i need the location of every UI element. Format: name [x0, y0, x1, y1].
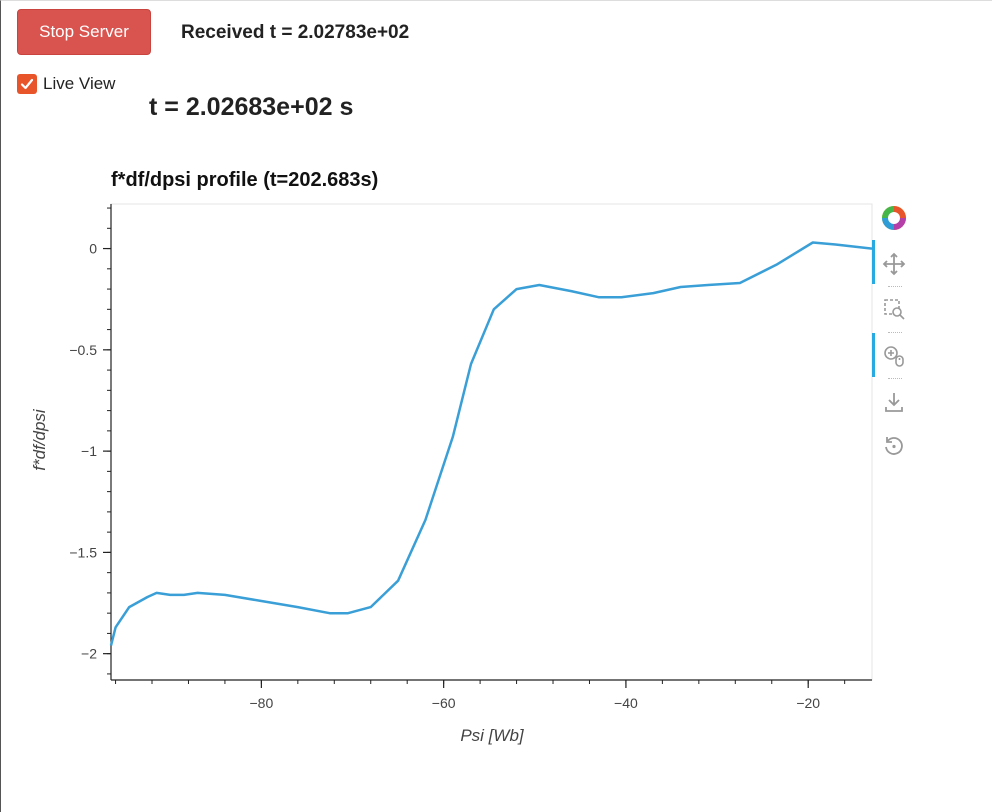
y-tick-label: −0.5 — [69, 342, 97, 358]
current-time-display: t = 2.02683e+02 s — [149, 93, 354, 121]
series-line — [109, 241, 873, 646]
save-tool-icon[interactable] — [876, 384, 912, 420]
live-view-toggle[interactable]: Live View — [17, 74, 115, 94]
toolbar-separator — [888, 332, 902, 333]
y-tick-label: −1 — [81, 443, 97, 459]
plot-toolbar — [872, 198, 916, 468]
received-time-text: Received t = 2.02783e+02 — [181, 22, 410, 43]
y-tick-label: −2 — [81, 646, 97, 662]
y-axis-label: f*df/dpsi — [30, 408, 49, 471]
plot-title: f*df/dpsi profile (t=202.683s) — [111, 169, 379, 191]
toolbar-separator — [888, 286, 902, 287]
x-tick-label: −20 — [796, 695, 820, 711]
live-view-checkbox[interactable] — [17, 74, 37, 94]
box-zoom-tool-icon[interactable] — [876, 291, 912, 327]
stop-server-button[interactable]: Stop Server — [17, 9, 151, 55]
wheel-zoom-active-indicator — [872, 333, 875, 377]
pan-tool-icon[interactable] — [876, 246, 912, 282]
x-axis-label: Psi [Wb] — [460, 726, 525, 745]
reset-tool-icon[interactable] — [876, 428, 912, 464]
checkmark-icon — [20, 78, 34, 90]
y-tick-label: −1.5 — [69, 544, 97, 560]
x-tick-label: −60 — [432, 695, 456, 711]
bokeh-logo-icon[interactable] — [876, 200, 912, 236]
live-view-label: Live View — [43, 74, 116, 93]
wheel-zoom-tool-icon[interactable] — [876, 338, 912, 374]
y-tick-label: 0 — [89, 241, 97, 257]
plot-axes: 0 −0.5 −1 −1.5 −2 −80 −60 −40 −20 — [69, 204, 872, 711]
pan-active-indicator — [872, 240, 875, 284]
toolbar-separator — [888, 378, 902, 379]
x-tick-label: −40 — [614, 695, 638, 711]
x-tick-label: −80 — [250, 695, 274, 711]
